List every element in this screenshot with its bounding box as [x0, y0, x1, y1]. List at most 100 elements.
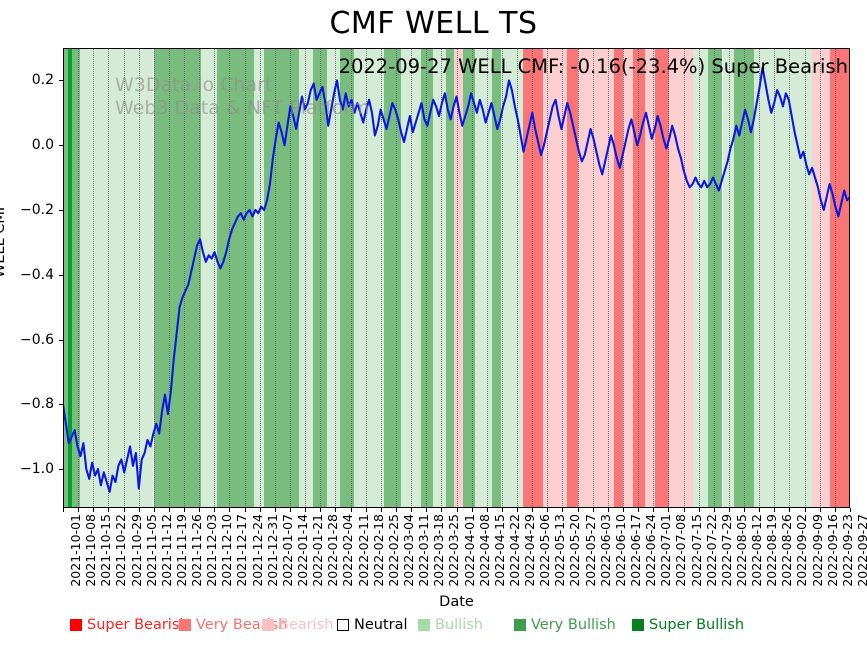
legend-swatch-icon — [179, 619, 191, 631]
x-gridline — [562, 48, 564, 508]
x-tick-mark — [123, 508, 125, 512]
x-gridline — [305, 48, 307, 508]
y-tick-label: −0.4 — [20, 266, 54, 283]
x-tick-mark — [486, 508, 488, 512]
x-tick-label: 2022-01-14 — [295, 514, 311, 587]
legend-label: Super Bearish — [87, 617, 189, 633]
x-tick-label: 2022-02-18 — [370, 514, 386, 587]
cmf-line-series — [63, 66, 850, 493]
x-gridline — [93, 48, 95, 508]
x-tick-mark — [365, 508, 367, 512]
x-tick-mark — [622, 508, 624, 512]
x-tick-label: 2021-10-01 — [68, 514, 83, 587]
x-gridline — [78, 48, 80, 508]
x-gridline — [774, 48, 776, 508]
regime-band — [543, 48, 567, 508]
x-tick-label: 2021-12-17 — [234, 514, 250, 587]
legend-item[interactable]: Very Bullish — [514, 618, 616, 632]
x-tick-mark — [547, 508, 549, 512]
legend-label: Neutral — [354, 617, 408, 633]
x-tick-label: 2022-06-24 — [643, 514, 659, 587]
x-tick-mark — [577, 508, 579, 512]
x-tick-mark — [683, 508, 685, 512]
x-tick-label: 2022-09-23 — [839, 514, 855, 587]
legend-item[interactable]: Bearish — [262, 618, 334, 632]
x-tick-label: 2022-06-10 — [612, 514, 628, 587]
x-tick-mark — [395, 508, 397, 512]
legend-label: Bearish — [279, 617, 334, 633]
x-tick-mark — [653, 508, 655, 512]
x-gridline — [698, 48, 700, 508]
legend-item[interactable]: Neutral — [337, 618, 408, 632]
regime-band — [692, 48, 709, 508]
regime-band — [432, 48, 447, 508]
x-gridline — [259, 48, 261, 508]
x-tick-mark — [744, 508, 746, 512]
x-gridline — [244, 48, 246, 508]
x-tick-label: 2022-06-17 — [627, 514, 643, 587]
x-tick-mark — [789, 508, 791, 512]
x-gridline — [501, 48, 503, 508]
regime-band — [462, 48, 475, 508]
plot-area[interactable]: W3Data.io Chart Web3 Data & NFT Platform… — [63, 48, 850, 508]
x-gridline — [138, 48, 140, 508]
regime-band — [72, 48, 81, 508]
y-tick-label: −1.0 — [20, 461, 54, 478]
y-tick-label: −0.6 — [20, 331, 54, 348]
x-tick-mark — [138, 508, 140, 512]
gridline-layer — [63, 48, 850, 508]
x-gridline — [168, 48, 170, 508]
y-tick-mark — [59, 339, 63, 341]
x-tick-label: 2022-08-19 — [764, 514, 780, 587]
y-tick-mark — [59, 469, 63, 471]
x-tick-label: 2022-07-22 — [703, 514, 719, 587]
x-gridline — [274, 48, 276, 508]
x-tick-mark — [441, 508, 443, 512]
x-tick-mark — [562, 508, 564, 512]
x-gridline — [653, 48, 655, 508]
x-gridline — [804, 48, 806, 508]
x-tick-label: 2022-09-27 — [855, 514, 867, 587]
regime-band — [753, 48, 813, 508]
x-tick-label: 2022-08-05 — [733, 514, 749, 587]
x-tick-label: 2022-02-04 — [340, 514, 356, 587]
y-tick-label: 0.0 — [31, 137, 54, 154]
x-gridline — [214, 48, 216, 508]
x-tick-label: 2022-05-27 — [582, 514, 598, 587]
legend-item[interactable]: Bullish — [418, 618, 483, 632]
regime-band — [454, 48, 463, 508]
x-gridline — [290, 48, 292, 508]
x-gridline — [365, 48, 367, 508]
x-tick-label: 2022-09-09 — [809, 514, 825, 587]
regime-band — [67, 48, 73, 508]
x-tick-label: 2022-04-15 — [491, 514, 507, 587]
x-tick-label: 2021-10-29 — [128, 514, 144, 587]
x-tick-label: 2022-03-18 — [431, 514, 447, 587]
x-axis-label: Date — [439, 594, 474, 610]
x-tick-label: 2022-09-02 — [794, 514, 810, 587]
regime-band — [354, 48, 385, 508]
x-tick-mark — [229, 508, 231, 512]
legend-label: Bullish — [435, 617, 483, 633]
legend-item[interactable]: Super Bearish — [70, 618, 189, 632]
regime-band — [645, 48, 655, 508]
x-tick-mark — [78, 508, 80, 512]
x-tick-label: 2021-11-26 — [189, 514, 205, 587]
x-tick-mark — [244, 508, 246, 512]
x-tick-label: 2022-08-26 — [779, 514, 795, 587]
x-tick-mark — [698, 508, 700, 512]
x-tick-label: 2022-01-21 — [310, 514, 326, 587]
x-tick-label: 2022-07-29 — [718, 514, 734, 587]
regime-band — [200, 48, 218, 508]
legend-item[interactable]: Super Bullish — [632, 618, 744, 632]
x-gridline — [486, 48, 488, 508]
x-gridline — [713, 48, 715, 508]
x-tick-label: 2022-07-15 — [688, 514, 704, 587]
x-tick-mark — [532, 508, 534, 512]
legend-swatch-icon — [337, 619, 349, 631]
x-gridline — [411, 48, 413, 508]
x-tick-mark — [63, 508, 64, 512]
x-gridline — [759, 48, 761, 508]
x-gridline — [456, 48, 458, 508]
